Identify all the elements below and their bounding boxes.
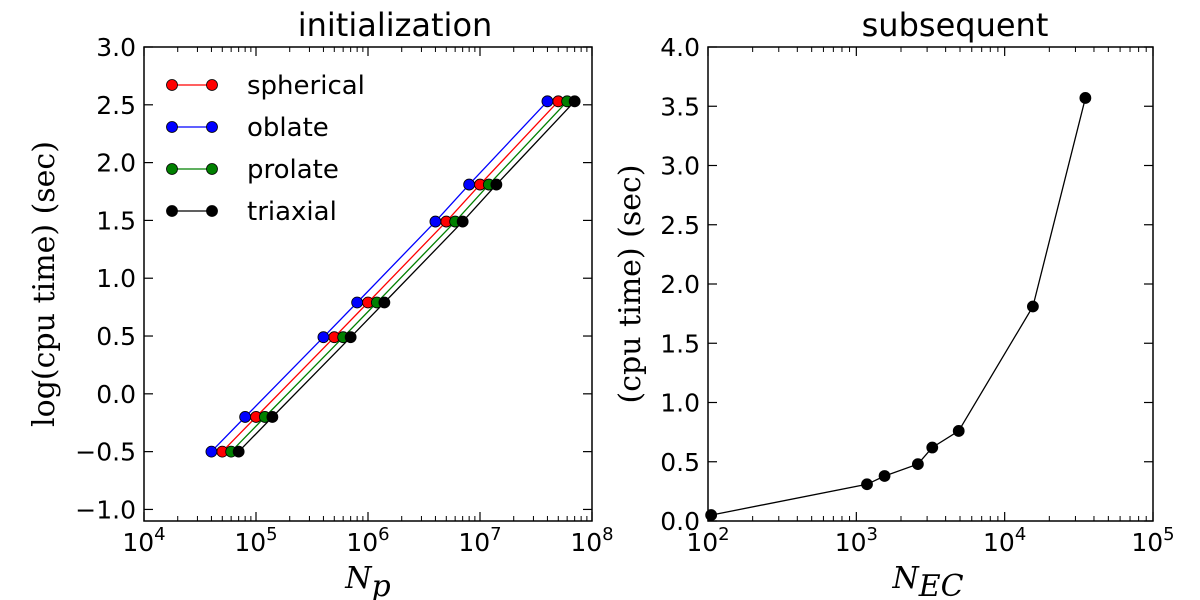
x-axis-label: Np xyxy=(344,561,390,600)
data-point xyxy=(378,296,391,309)
series-line xyxy=(230,100,568,453)
data-point xyxy=(541,95,554,108)
data-point xyxy=(351,296,364,309)
data-point xyxy=(1079,92,1092,104)
data-point xyxy=(344,331,357,344)
x-tick-label: 105 xyxy=(234,524,277,557)
y-tick-label: 1.5 xyxy=(96,206,136,235)
data-point xyxy=(266,411,279,423)
initialization-panel: initialization 104 105 106 107 108 −1.0 −0.5 0.… xyxy=(27,6,614,600)
data-point xyxy=(456,215,469,228)
y-tick-label: 0.0 xyxy=(96,380,136,409)
data-point xyxy=(317,331,330,344)
legend-label: triaxial xyxy=(247,197,337,227)
subsequent-panel: subsequent 102 103 104 105 0.0 0.5 1.0 1.5 2.0 2.… xyxy=(613,6,1175,600)
data-point xyxy=(911,458,924,471)
x-tick-label: 103 xyxy=(835,524,878,557)
series-line xyxy=(221,100,559,453)
legend-marker xyxy=(166,163,178,175)
y-tick-label: 2.5 xyxy=(96,91,136,120)
y-tick-label: −1.0 xyxy=(75,495,136,524)
x-tick-label: 108 xyxy=(570,524,613,557)
data-point xyxy=(463,178,476,191)
legend-marker xyxy=(206,121,218,133)
y-tick-label: 4.0 xyxy=(660,33,700,62)
data-point xyxy=(861,478,873,491)
chart-title: subsequent xyxy=(862,6,1049,44)
y-tick-label: 3.0 xyxy=(660,152,700,181)
data-point xyxy=(239,411,252,423)
data-point xyxy=(878,470,891,482)
y-tick-label: 3.0 xyxy=(96,33,136,62)
axis-ticks: 104 105 106 107 108 −1.0 −0.5 0.0 0.5 1.0 1.5 2.0 2.… xyxy=(75,33,613,557)
legend-marker xyxy=(206,79,218,91)
series-line xyxy=(238,100,576,453)
data-point xyxy=(568,95,581,108)
y-axis-label: (cpu time) (sec) xyxy=(613,164,648,403)
legend-marker xyxy=(206,163,218,175)
legend: spherical oblate prolate triaxial xyxy=(166,71,365,227)
data-point xyxy=(490,178,503,191)
data-point xyxy=(1026,300,1039,313)
y-axis-label: log(cpu time) (sec) xyxy=(27,141,62,427)
y-tick-label: −0.5 xyxy=(75,438,136,467)
data-point xyxy=(232,445,245,458)
y-tick-label: 0.0 xyxy=(660,507,700,536)
data-point xyxy=(952,425,965,437)
y-tick-label: 1.0 xyxy=(660,389,700,418)
legend-marker xyxy=(166,121,178,133)
legend-label: prolate xyxy=(247,155,339,185)
x-axis-label: NEC xyxy=(891,561,963,600)
y-tick-label: 1.5 xyxy=(660,329,700,358)
x-tick-label: 105 xyxy=(1131,524,1174,557)
y-tick-label: 1.0 xyxy=(96,264,136,293)
x-tick-label: 106 xyxy=(346,524,389,557)
legend-marker xyxy=(166,79,178,91)
y-tick-label: 0.5 xyxy=(96,322,136,351)
y-tick-label: 2.0 xyxy=(660,270,700,299)
legend-marker xyxy=(206,205,218,217)
legend-marker xyxy=(166,205,178,217)
legend-label: oblate xyxy=(247,113,329,143)
plot-frame xyxy=(707,46,1154,522)
data-point xyxy=(205,445,218,458)
data-point xyxy=(926,441,939,454)
x-tick-label: 107 xyxy=(458,524,501,557)
chart-title: initialization xyxy=(298,6,493,44)
plot-frame xyxy=(143,46,593,522)
data-point xyxy=(429,215,442,228)
legend-label: spherical xyxy=(247,71,365,101)
x-tick-label: 102 xyxy=(686,524,729,557)
series-group xyxy=(205,95,581,458)
y-tick-label: 2.5 xyxy=(660,211,700,240)
series-group xyxy=(705,92,1092,521)
y-tick-label: 2.0 xyxy=(96,149,136,178)
x-tick-label: 104 xyxy=(983,524,1026,557)
series-line xyxy=(210,100,548,453)
y-tick-label: 3.5 xyxy=(660,92,700,121)
x-tick-label: 104 xyxy=(122,524,165,557)
axis-ticks: 102 103 104 105 0.0 0.5 1.0 1.5 2.0 2.5 3.0 3.5 4.0 xyxy=(660,33,1174,557)
y-tick-label: 0.5 xyxy=(660,448,700,477)
